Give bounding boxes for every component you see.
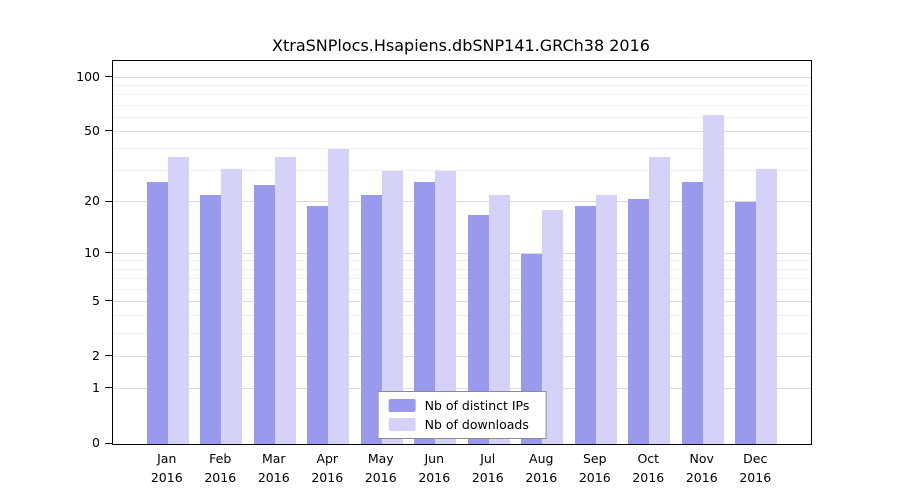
x-tick-label: Jun 2016: [418, 451, 451, 485]
gridline-major: [113, 300, 811, 302]
legend-label-downloads: Nb of downloads: [424, 417, 529, 432]
gridline-minor: [113, 116, 811, 118]
bar-distinct-ips-jun: [414, 182, 436, 444]
y-tick-label: 100: [76, 68, 100, 84]
bar-distinct-ips-dec: [735, 202, 757, 444]
x-tick-label: Apr 2016: [311, 451, 344, 485]
y-tick-mark: [105, 200, 112, 202]
x-tick-label: Nov 2016: [685, 451, 718, 485]
gridline-major: [113, 201, 811, 203]
x-tick-label: Aug 2016: [525, 451, 558, 485]
x-tick-label: Mar 2016: [257, 451, 290, 485]
x-tick-label: Oct 2016: [632, 451, 665, 485]
y-tick-mark: [105, 130, 112, 132]
gridline-major: [113, 355, 811, 357]
legend-swatch-downloads: [388, 418, 416, 431]
bar-distinct-ips-may: [360, 195, 382, 444]
x-tick-label: May 2016: [364, 451, 397, 485]
bar-distinct-ips-nov: [681, 182, 703, 444]
bar-downloads-aug: [542, 210, 564, 444]
gridline-major: [113, 76, 811, 78]
bar-downloads-dec: [756, 168, 778, 444]
gridline-minor: [113, 315, 811, 317]
bar-downloads-feb: [221, 168, 243, 444]
bar-distinct-ips-sep: [574, 206, 596, 444]
x-tick-label: Jul 2016: [471, 451, 504, 485]
gridline-minor: [113, 104, 811, 106]
gridline-major: [113, 252, 811, 254]
bar-downloads-oct: [649, 157, 671, 444]
gridline-major: [113, 130, 811, 132]
x-tick-label: Sep 2016: [578, 451, 611, 485]
bar-distinct-ips-jul: [467, 214, 489, 444]
x-tick-label: Dec 2016: [739, 451, 772, 485]
bar-distinct-ips-feb: [200, 195, 222, 444]
bar-distinct-ips-apr: [307, 206, 329, 444]
y-tick-mark: [105, 76, 112, 78]
bar-downloads-nov: [702, 115, 724, 444]
y-tick-label: 20: [84, 193, 100, 209]
legend-item-distinct-ips: Nb of distinct IPs: [388, 398, 530, 413]
gridline-minor: [113, 84, 811, 86]
y-tick-mark: [105, 442, 112, 444]
bar-distinct-ips-mar: [253, 185, 275, 444]
legend-label-distinct-ips: Nb of distinct IPs: [424, 398, 530, 413]
gridline-major: [113, 387, 811, 389]
gridline-minor: [113, 94, 811, 96]
legend-item-downloads: Nb of downloads: [388, 417, 530, 432]
bar-distinct-ips-oct: [628, 198, 650, 444]
y-tick-label: 1: [92, 379, 100, 395]
gridline-minor: [113, 277, 811, 279]
bar-downloads-may: [381, 171, 403, 444]
gridline-minor: [113, 260, 811, 262]
legend: Nb of distinct IPs Nb of downloads: [377, 391, 547, 439]
bar-downloads-jan: [167, 157, 189, 444]
bar-downloads-jul: [488, 195, 510, 444]
gridline-minor: [113, 170, 811, 172]
bar-downloads-jun: [435, 171, 457, 444]
chart-title: XtraSNPlocs.Hsapiens.dbSNP141.GRCh38 201…: [272, 36, 650, 55]
bar-downloads-apr: [328, 149, 350, 444]
y-tick-label: 50: [84, 122, 100, 138]
y-tick-mark: [105, 387, 112, 389]
bar-downloads-sep: [595, 195, 617, 444]
y-tick-mark: [105, 355, 112, 357]
gridline-minor: [113, 332, 811, 334]
legend-swatch-distinct-ips: [388, 399, 416, 412]
x-tick-label: Feb 2016: [204, 451, 237, 485]
y-tick-label: 5: [92, 292, 100, 308]
y-tick-label: 2: [92, 347, 100, 363]
y-tick-label: 0: [92, 435, 100, 450]
x-tick-label: Jan 2016: [150, 451, 183, 485]
bar-distinct-ips-jan: [146, 182, 168, 444]
gridline-minor: [113, 148, 811, 150]
bar-downloads-mar: [274, 157, 296, 444]
plot-area: Nb of distinct IPs Nb of downloads: [112, 60, 812, 445]
gridline-minor: [113, 288, 811, 290]
y-tick-mark: [105, 252, 112, 254]
gridline-minor: [113, 268, 811, 270]
y-tick-label: 10: [84, 244, 100, 260]
y-tick-mark: [105, 300, 112, 302]
